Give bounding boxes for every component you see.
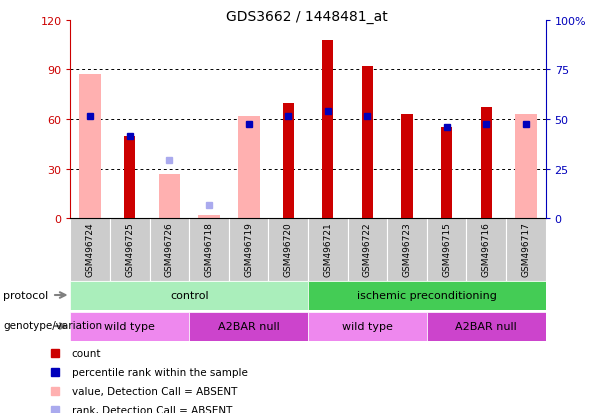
Bar xyxy=(308,217,348,281)
Text: GSM496720: GSM496720 xyxy=(284,222,293,277)
Bar xyxy=(229,217,268,281)
Text: count: count xyxy=(72,348,101,358)
Text: GSM496721: GSM496721 xyxy=(323,222,332,277)
Bar xyxy=(427,217,466,281)
Bar xyxy=(70,217,110,281)
Text: percentile rank within the sample: percentile rank within the sample xyxy=(72,367,248,377)
Bar xyxy=(348,217,387,281)
Text: rank, Detection Call = ABSENT: rank, Detection Call = ABSENT xyxy=(72,405,232,413)
Bar xyxy=(283,103,294,219)
Bar xyxy=(124,136,135,219)
Text: GSM496719: GSM496719 xyxy=(244,222,253,277)
Text: GSM496724: GSM496724 xyxy=(86,222,95,276)
Text: ischemic preconditioning: ischemic preconditioning xyxy=(357,290,497,300)
Text: GSM496718: GSM496718 xyxy=(205,222,213,277)
Bar xyxy=(238,116,259,219)
Text: GSM496723: GSM496723 xyxy=(403,222,411,277)
Bar xyxy=(268,217,308,281)
Bar xyxy=(70,281,308,310)
Bar xyxy=(402,115,413,219)
Text: value, Detection Call = ABSENT: value, Detection Call = ABSENT xyxy=(72,386,237,396)
Text: genotype/variation: genotype/variation xyxy=(3,320,102,330)
Text: GDS3662 / 1448481_at: GDS3662 / 1448481_at xyxy=(226,10,387,24)
Text: GSM496716: GSM496716 xyxy=(482,222,490,277)
Bar xyxy=(189,312,308,341)
Bar xyxy=(70,312,189,341)
Bar xyxy=(159,174,180,219)
Bar xyxy=(189,217,229,281)
Bar xyxy=(110,217,150,281)
Text: A2BAR null: A2BAR null xyxy=(455,321,517,331)
Bar xyxy=(80,75,101,219)
Text: wild type: wild type xyxy=(104,321,155,331)
Bar xyxy=(506,217,546,281)
Bar xyxy=(427,312,546,341)
Text: wild type: wild type xyxy=(342,321,393,331)
Bar xyxy=(362,67,373,219)
Bar xyxy=(308,281,546,310)
Text: control: control xyxy=(170,290,208,300)
Bar xyxy=(308,312,427,341)
Text: A2BAR null: A2BAR null xyxy=(218,321,280,331)
Bar xyxy=(150,217,189,281)
Bar xyxy=(387,217,427,281)
Bar xyxy=(198,216,220,219)
Text: GSM496725: GSM496725 xyxy=(126,222,134,277)
Bar xyxy=(466,217,506,281)
Bar xyxy=(515,115,536,219)
Text: GSM496726: GSM496726 xyxy=(165,222,174,277)
Bar xyxy=(441,128,452,219)
Text: GSM496715: GSM496715 xyxy=(442,222,451,277)
Text: GSM496722: GSM496722 xyxy=(363,222,372,276)
Bar xyxy=(322,40,333,219)
Bar xyxy=(481,108,492,219)
Text: GSM496717: GSM496717 xyxy=(521,222,530,277)
Text: protocol: protocol xyxy=(3,290,48,300)
